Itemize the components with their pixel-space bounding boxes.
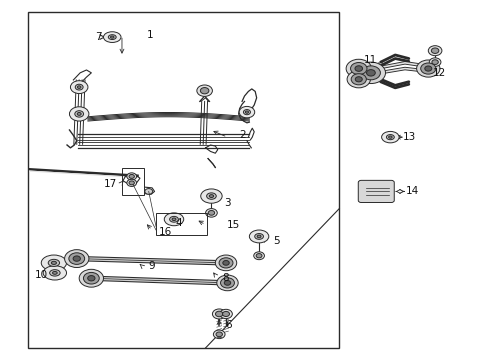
Circle shape bbox=[350, 74, 366, 85]
Circle shape bbox=[197, 85, 212, 96]
Circle shape bbox=[346, 71, 370, 88]
Ellipse shape bbox=[103, 32, 121, 42]
Ellipse shape bbox=[239, 107, 254, 118]
Bar bbox=[28, 12, 339, 348]
Ellipse shape bbox=[69, 107, 89, 121]
Circle shape bbox=[213, 330, 224, 339]
Ellipse shape bbox=[254, 234, 263, 239]
Ellipse shape bbox=[386, 135, 393, 140]
Circle shape bbox=[253, 252, 264, 260]
Circle shape bbox=[416, 60, 439, 77]
Ellipse shape bbox=[110, 36, 114, 38]
Circle shape bbox=[79, 269, 103, 287]
Text: 7: 7 bbox=[95, 32, 102, 42]
Circle shape bbox=[126, 179, 136, 186]
Text: 4: 4 bbox=[175, 218, 182, 228]
Ellipse shape bbox=[164, 213, 183, 226]
Ellipse shape bbox=[75, 84, 83, 90]
Ellipse shape bbox=[206, 193, 216, 199]
Circle shape bbox=[420, 63, 435, 74]
Ellipse shape bbox=[77, 86, 81, 89]
Circle shape bbox=[129, 181, 134, 185]
Text: 16: 16 bbox=[159, 227, 172, 237]
Ellipse shape bbox=[77, 112, 81, 115]
Circle shape bbox=[126, 173, 136, 180]
Circle shape bbox=[216, 332, 222, 337]
Ellipse shape bbox=[245, 111, 248, 113]
Circle shape bbox=[256, 253, 262, 258]
Circle shape bbox=[350, 63, 366, 75]
Text: 15: 15 bbox=[227, 220, 240, 230]
Ellipse shape bbox=[51, 261, 56, 265]
Ellipse shape bbox=[52, 271, 57, 274]
Text: 13: 13 bbox=[403, 132, 416, 142]
Text: 2: 2 bbox=[238, 130, 245, 140]
Circle shape bbox=[224, 280, 230, 285]
Ellipse shape bbox=[172, 218, 176, 221]
Circle shape bbox=[354, 66, 362, 71]
Text: 8: 8 bbox=[222, 273, 229, 283]
Circle shape bbox=[219, 309, 232, 319]
Ellipse shape bbox=[209, 195, 213, 198]
Ellipse shape bbox=[41, 255, 66, 271]
Circle shape bbox=[69, 253, 84, 264]
Circle shape bbox=[144, 189, 152, 194]
Text: 1: 1 bbox=[146, 30, 153, 40]
Bar bbox=[156, 213, 206, 235]
Circle shape bbox=[87, 275, 95, 281]
Ellipse shape bbox=[249, 230, 268, 243]
Circle shape bbox=[431, 60, 437, 64]
Ellipse shape bbox=[48, 259, 60, 266]
Ellipse shape bbox=[257, 235, 261, 238]
Ellipse shape bbox=[388, 136, 391, 138]
Circle shape bbox=[205, 208, 217, 217]
Text: 12: 12 bbox=[431, 68, 445, 78]
Text: 14: 14 bbox=[405, 186, 418, 197]
Circle shape bbox=[427, 46, 441, 56]
Circle shape bbox=[212, 309, 225, 319]
Circle shape bbox=[200, 87, 208, 94]
Circle shape bbox=[215, 255, 236, 271]
Circle shape bbox=[215, 311, 223, 317]
Circle shape bbox=[424, 66, 431, 71]
Circle shape bbox=[219, 258, 232, 268]
Ellipse shape bbox=[75, 111, 83, 117]
Text: 10: 10 bbox=[35, 270, 48, 280]
Ellipse shape bbox=[381, 131, 398, 143]
Circle shape bbox=[208, 211, 214, 215]
Text: 6: 6 bbox=[225, 320, 232, 330]
Circle shape bbox=[220, 278, 234, 288]
Text: 17: 17 bbox=[104, 179, 117, 189]
Circle shape bbox=[83, 273, 99, 284]
Circle shape bbox=[366, 69, 374, 76]
Circle shape bbox=[356, 62, 385, 84]
Ellipse shape bbox=[108, 35, 116, 40]
Circle shape bbox=[129, 175, 134, 179]
Ellipse shape bbox=[49, 270, 60, 276]
Circle shape bbox=[361, 66, 380, 80]
Circle shape bbox=[73, 256, 80, 261]
Text: 5: 5 bbox=[272, 236, 279, 246]
Circle shape bbox=[428, 58, 440, 66]
FancyBboxPatch shape bbox=[358, 180, 393, 203]
Ellipse shape bbox=[43, 266, 66, 280]
Circle shape bbox=[430, 48, 438, 53]
Circle shape bbox=[346, 59, 371, 78]
Ellipse shape bbox=[169, 216, 178, 222]
Circle shape bbox=[355, 77, 362, 82]
Ellipse shape bbox=[70, 81, 88, 94]
Bar bbox=[122, 168, 143, 195]
Circle shape bbox=[222, 311, 229, 316]
Text: 3: 3 bbox=[224, 198, 230, 208]
Circle shape bbox=[216, 275, 238, 291]
Circle shape bbox=[64, 249, 89, 267]
Text: 11: 11 bbox=[364, 55, 377, 65]
Text: 9: 9 bbox=[148, 261, 155, 271]
Ellipse shape bbox=[243, 109, 250, 115]
Circle shape bbox=[223, 261, 229, 265]
Ellipse shape bbox=[201, 189, 222, 203]
